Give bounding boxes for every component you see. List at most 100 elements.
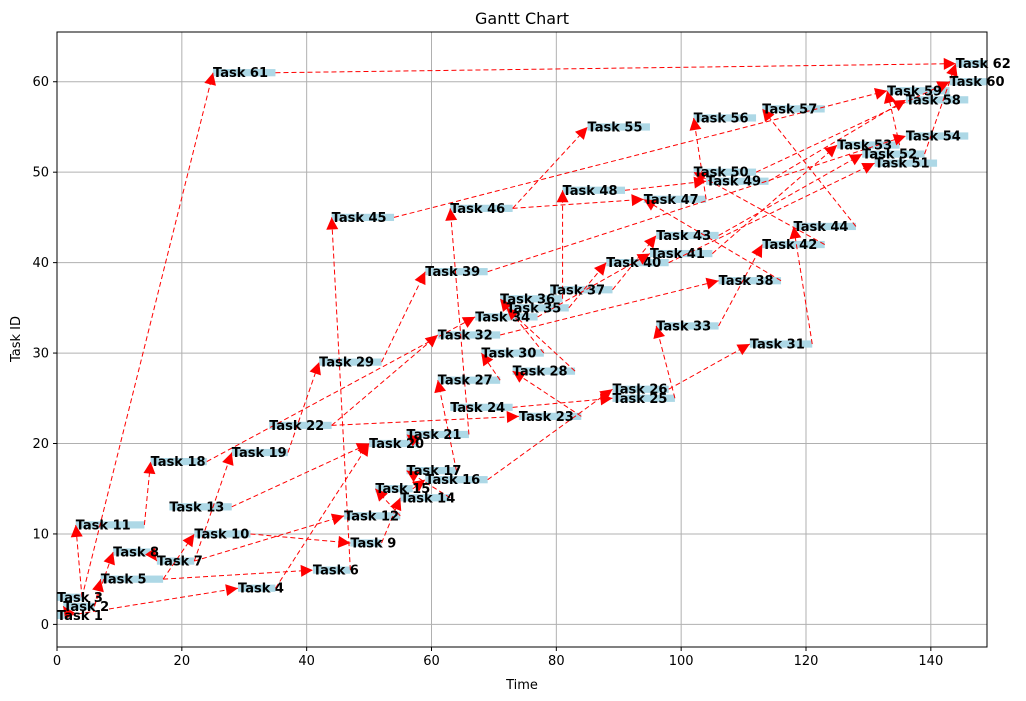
task-bar xyxy=(437,331,501,339)
task-bar xyxy=(213,69,276,77)
dependency-arrowhead xyxy=(182,533,195,548)
task-bar xyxy=(238,584,276,592)
dependency-arrowhead xyxy=(225,584,239,597)
x-tick-label: 80 xyxy=(548,654,565,669)
dependency-line xyxy=(537,253,651,318)
task-label: Task 20 xyxy=(369,437,424,452)
chart-title: Gantt Chart xyxy=(475,9,569,28)
task-label: Task 6 xyxy=(313,564,359,579)
dependency-arrowhead xyxy=(506,410,519,423)
task-label: Task 9 xyxy=(350,536,396,551)
dependency-line xyxy=(287,361,320,453)
task-label: Task 13 xyxy=(169,500,224,515)
task-label: Task 5 xyxy=(101,573,147,588)
dependency-line xyxy=(93,579,102,607)
task-label: Task 58 xyxy=(906,93,961,108)
dependency-arrowhead xyxy=(406,470,420,483)
task-label: Task 1 xyxy=(57,609,103,624)
task-label: Task 34 xyxy=(475,310,530,325)
task-label: Task 48 xyxy=(563,184,618,199)
dependency-arrowhead xyxy=(883,90,896,104)
dependency-arrowhead xyxy=(424,334,438,348)
task-bar xyxy=(762,240,825,249)
dependency-line xyxy=(643,198,782,282)
task-label: Task 22 xyxy=(269,419,324,434)
x-tick-label: 20 xyxy=(174,654,191,669)
task-bar xyxy=(450,403,513,411)
dependency-line xyxy=(374,488,401,517)
dependency-line xyxy=(712,144,838,254)
task-bar xyxy=(312,566,351,574)
task-bar xyxy=(75,521,145,529)
task-bar xyxy=(475,313,538,321)
dependency-arrowhead xyxy=(300,564,313,577)
dependency-line xyxy=(250,533,351,544)
task-label: Task 27 xyxy=(438,374,493,389)
x-tick-label: 60 xyxy=(423,654,440,669)
y-axis-label: Task ID xyxy=(9,316,24,363)
task-bar xyxy=(500,295,563,303)
dependency-arrowhead xyxy=(751,244,763,258)
task-label: Task 55 xyxy=(588,120,643,135)
task-label: Task 51 xyxy=(875,157,930,172)
x-tick-label: 0 xyxy=(53,654,61,669)
dependency-line xyxy=(275,63,956,74)
dependency-arrowhead xyxy=(222,452,234,466)
dependency-line xyxy=(512,126,588,209)
y-tick-label: 0 xyxy=(41,618,49,633)
dependency-arrowhead xyxy=(874,87,888,100)
task-bar xyxy=(231,448,288,457)
dependency-line xyxy=(75,524,83,598)
task-bar xyxy=(319,358,382,366)
task-bar xyxy=(57,611,70,619)
task-bar xyxy=(156,557,195,565)
task-bar xyxy=(643,195,707,203)
dependency-line xyxy=(381,271,426,363)
dependency-arrowhead xyxy=(412,479,426,492)
x-axis-label: Time xyxy=(505,678,538,693)
y-tick-label: 50 xyxy=(32,166,49,181)
task-label: Task 59 xyxy=(887,84,942,99)
dependency-line xyxy=(331,415,519,426)
task-label: Task 19 xyxy=(232,446,287,461)
task-label: Task 31 xyxy=(750,338,805,353)
dependency-line xyxy=(331,217,351,571)
task-bar xyxy=(762,105,825,113)
task-label: Task 52 xyxy=(862,148,917,163)
task-label: Task 2 xyxy=(63,600,109,615)
task-label: Task 25 xyxy=(613,392,668,407)
task-bars xyxy=(57,60,987,619)
task-label: Task 45 xyxy=(332,211,387,226)
task-label: Task 7 xyxy=(157,555,203,570)
dependency-arrowhead xyxy=(143,461,156,475)
dependency-arrowhead xyxy=(357,443,370,457)
task-bar xyxy=(369,439,420,448)
task-label: Task 38 xyxy=(719,274,774,289)
task-bar xyxy=(63,602,95,610)
task-bar xyxy=(905,132,969,140)
dependency-arrowhead xyxy=(326,217,339,230)
dependency-arrowhead xyxy=(500,298,513,312)
task-bar xyxy=(150,457,207,466)
dependency-line xyxy=(500,280,719,336)
task-label: Task 62 xyxy=(956,57,1011,72)
dependency-arrowhead xyxy=(643,199,658,211)
dependency-line xyxy=(193,452,233,562)
task-label: Task 49 xyxy=(706,175,761,190)
task-bar xyxy=(656,322,719,330)
task-bar xyxy=(550,286,613,294)
task-label: Task 61 xyxy=(213,66,268,81)
dependency-line xyxy=(655,325,676,399)
dependency-arrowhead xyxy=(406,434,420,447)
task-bar xyxy=(344,512,401,520)
dependency-line xyxy=(693,171,825,245)
task-label: Task 8 xyxy=(113,546,159,561)
dependency-line xyxy=(761,108,857,227)
dependency-line xyxy=(512,198,644,209)
task-label: Task 42 xyxy=(762,238,817,253)
task-bar xyxy=(874,159,938,167)
task-label: Task 32 xyxy=(438,328,493,343)
task-label: Task 30 xyxy=(481,347,536,362)
dependency-line xyxy=(668,162,875,264)
x-axis-ticks: 0 20 40 60 80 100 120 140 xyxy=(53,647,943,669)
